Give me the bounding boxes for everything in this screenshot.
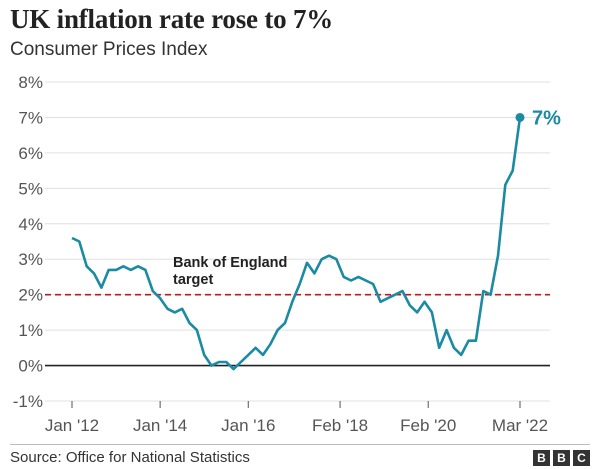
- bbc-logo: B B C: [533, 450, 590, 466]
- chart-title: UK inflation rate rose to 7%: [10, 4, 334, 34]
- bbc-logo-letter-1: B: [533, 450, 550, 466]
- x-tick-label: Feb '18: [312, 416, 368, 435]
- y-tick-label: 1%: [18, 321, 43, 340]
- y-tick-label: 6%: [18, 144, 43, 163]
- chart-subtitle: Consumer Prices Index: [10, 39, 208, 60]
- y-tick-label: 5%: [18, 179, 43, 198]
- line-chart: 8%7%6%5%4%3%2%1%0%-1% Jan '12 Jan '14 Jan …: [13, 73, 561, 435]
- y-tick-label: 2%: [18, 286, 43, 305]
- y-tick-label: 3%: [18, 250, 43, 269]
- source-note: Source: Office for National Statistics: [10, 449, 250, 466]
- y-tick-label: 8%: [18, 73, 43, 92]
- y-tick-label: 4%: [18, 215, 43, 234]
- gridlines: [45, 81, 550, 402]
- bbc-logo-letter-3: C: [573, 450, 590, 466]
- x-axis-tick-labels: Jan '12 Jan '14 Jan '16 Feb '18 Feb '20 Mar '…: [45, 416, 548, 435]
- y-tick-label: 0%: [18, 357, 43, 376]
- y-tick-label: -1%: [13, 392, 43, 411]
- series-end-point: [515, 112, 525, 122]
- target-label-line2: target: [173, 272, 213, 288]
- inflation-series-line: [71, 117, 522, 371]
- x-tick-label: Mar '22: [492, 416, 548, 435]
- bbc-logo-letter-2: B: [553, 450, 570, 466]
- y-tick-label: 7%: [18, 108, 43, 127]
- target-label-line1: Bank of England: [173, 255, 287, 271]
- x-tick-label: Jan '16: [221, 416, 275, 435]
- x-axis-ticks: [71, 401, 521, 408]
- x-tick-label: Feb '20: [400, 416, 456, 435]
- y-axis-tick-labels: 8% 7% 6% 5% 4% 3% 2% 1% 0% -1%: [13, 73, 43, 411]
- x-tick-label: Jan '14: [133, 416, 187, 435]
- footer-divider: [10, 444, 590, 445]
- x-tick-label: Jan '12: [45, 416, 99, 435]
- end-value-label: 7%: [532, 107, 561, 129]
